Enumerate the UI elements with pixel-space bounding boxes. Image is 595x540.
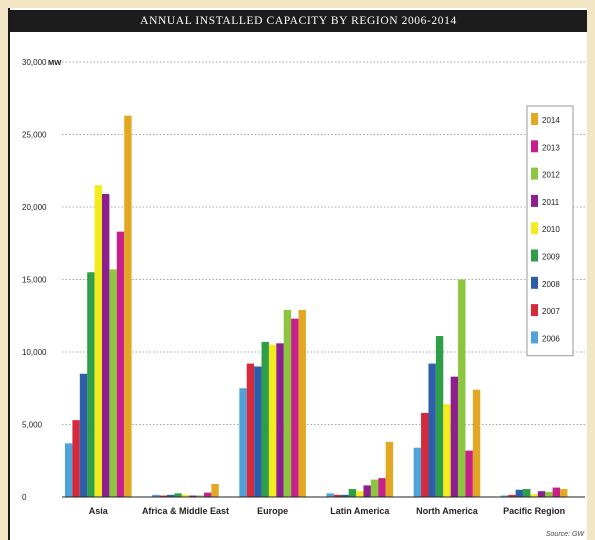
legend-swatch	[531, 249, 538, 262]
bar-2006	[152, 494, 160, 497]
legend-label: 2006	[542, 334, 560, 343]
bar-2014	[560, 489, 568, 497]
bar-2013	[116, 231, 125, 497]
bar-2006	[239, 388, 247, 497]
bar-2010	[268, 344, 277, 497]
legend-swatch	[531, 167, 538, 180]
bar-2013	[552, 487, 561, 497]
y-tick-label: 10,000	[22, 348, 47, 357]
bar-2011	[102, 193, 110, 497]
x-category-label: Asia	[89, 506, 109, 516]
bar-2010	[356, 491, 364, 497]
bar-2014	[124, 115, 132, 498]
y-tick-label: 30,000	[22, 58, 47, 67]
bar-2012	[545, 491, 553, 497]
bar-2007	[159, 495, 167, 497]
bar-2011	[450, 376, 459, 497]
bar-2012	[109, 269, 117, 497]
legend-label: 2010	[542, 225, 560, 234]
legend-swatch	[531, 222, 538, 235]
bar-2013	[378, 478, 386, 497]
bar-2009	[348, 489, 357, 497]
legend-swatch	[531, 194, 538, 207]
bar-2014	[385, 441, 394, 497]
x-category-label: Pacific Region	[503, 506, 565, 516]
legend-swatch	[531, 113, 538, 125]
legend-swatch	[531, 276, 538, 289]
y-tick-label: 25,000	[22, 131, 47, 140]
bar-2006	[65, 443, 73, 497]
y-axis-ticks: 0 5,000 10,000 15,000 20,000 25,000 30,000	[22, 58, 47, 502]
bar-2006	[326, 493, 334, 497]
legend-label: 2014	[542, 116, 560, 125]
bar-2008	[515, 489, 524, 497]
legend-swatch	[531, 331, 538, 344]
legend-label: 2008	[542, 280, 560, 289]
source-note: Source: GW	[546, 531, 586, 538]
legend-swatch	[531, 140, 538, 153]
bar-2008	[79, 373, 88, 497]
bar-2014	[298, 309, 306, 497]
bar-2013	[203, 492, 212, 497]
bar-2011	[189, 495, 197, 497]
chart-title: ANNUAL INSTALLED CAPACITY BY REGION 2006…	[140, 15, 457, 27]
x-axis-categories: Asia Africa & Middle East Europe Latin Amer…	[89, 506, 565, 516]
bar-2009	[523, 489, 531, 497]
legend-label: 2009	[542, 253, 560, 262]
y-tick-label: 0	[22, 493, 27, 502]
legend-label: 2011	[542, 198, 560, 207]
y-tick-label: 15,000	[22, 276, 47, 285]
bar-2008	[254, 366, 262, 497]
bar-2009	[87, 272, 95, 497]
bar-2013	[291, 318, 299, 497]
legend: 2014 2013 2012 2011 2010 2009 2008 2007 2006	[526, 105, 574, 357]
legend-label: 2012	[542, 171, 560, 180]
x-category-label: North America	[416, 506, 479, 516]
bar-2014	[472, 389, 481, 497]
bar-2007	[508, 494, 516, 497]
bar-2009	[174, 493, 182, 497]
bar-2014	[211, 483, 219, 497]
grid-layer	[62, 61, 585, 425]
x-category-label: Latin America	[330, 506, 390, 516]
legend-label: 2007	[542, 307, 560, 316]
x-category-label: Africa & Middle East	[142, 506, 229, 516]
bar-2010	[181, 494, 190, 497]
bar-2010	[443, 404, 451, 497]
bar-2011	[537, 491, 546, 497]
bar-2007	[421, 412, 429, 497]
bar-2011	[363, 485, 371, 497]
bar-2009	[261, 341, 269, 497]
chart-title-bar: ANNUAL INSTALLED CAPACITY BY REGION 2006…	[10, 10, 587, 32]
legend-swatch	[531, 304, 538, 317]
bar-2006	[413, 447, 422, 497]
y-tick-label: 5,000	[22, 421, 43, 430]
bar-2011	[276, 343, 284, 497]
bar-2012	[283, 309, 292, 497]
bar-2007	[333, 494, 342, 497]
bar-2007	[72, 420, 80, 497]
bar-2012	[196, 495, 204, 497]
y-axis-unit: MW	[48, 58, 62, 67]
bar-2012	[370, 479, 379, 497]
x-category-label: Europe	[257, 506, 288, 516]
y-tick-label: 20,000	[22, 203, 47, 212]
bar-2008	[341, 494, 349, 497]
bar-2010	[94, 185, 102, 497]
legend-label: 2013	[542, 143, 560, 152]
bar-2010	[530, 494, 538, 497]
bar-2013	[465, 450, 473, 497]
bar-2006	[500, 495, 509, 497]
bars-layer	[65, 115, 568, 498]
bar-2009	[435, 336, 444, 497]
bar-2008	[166, 494, 175, 497]
bar-2007	[246, 363, 255, 497]
bar-2008	[428, 363, 436, 497]
bar-2012	[458, 279, 466, 497]
